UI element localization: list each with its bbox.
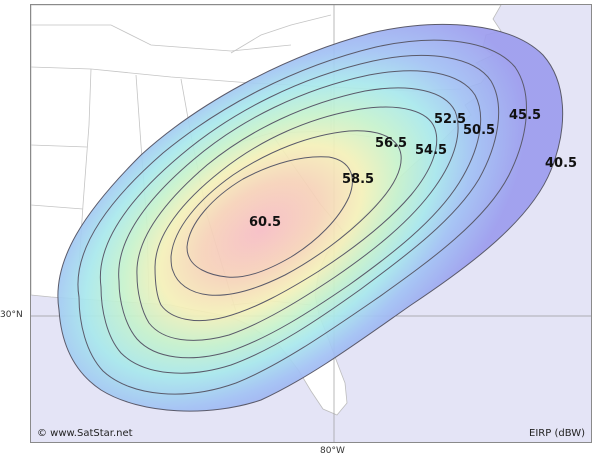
label-60-5: 60.5 [249, 215, 281, 230]
contour-60-5 [186, 156, 353, 278]
contour-52-5 [118, 70, 482, 359]
longitude-label: 80°W [320, 446, 345, 456]
label-58-5: 58.5 [342, 172, 374, 187]
coverage-map: 60.5 58.5 56.5 54.5 52.5 50.5 45.5 40.5 … [30, 4, 592, 443]
label-45-5: 45.5 [509, 108, 541, 123]
map-svg: 60.5 58.5 56.5 54.5 52.5 50.5 45.5 40.5 [31, 5, 591, 442]
label-50-5: 50.5 [463, 123, 495, 138]
contour-45-5 [77, 39, 527, 395]
label-56-5: 56.5 [375, 136, 407, 151]
legend-label: EIRP (dBW) [529, 428, 585, 439]
latitude-label: 30°N [0, 310, 23, 320]
credit-text: © www.SatStar.net [37, 428, 133, 439]
contour-54-5 [136, 87, 459, 341]
contour-56-5 [154, 106, 438, 322]
label-52-5: 52.5 [434, 112, 466, 127]
contour-40-5 [57, 23, 564, 412]
contour-58-5 [170, 130, 402, 296]
contour-50-5 [99, 55, 500, 374]
eirp-contours [57, 23, 564, 412]
contour-labels: 60.5 58.5 56.5 54.5 52.5 50.5 45.5 40.5 [249, 108, 577, 230]
label-40-5: 40.5 [545, 156, 577, 171]
label-54-5: 54.5 [415, 143, 447, 158]
